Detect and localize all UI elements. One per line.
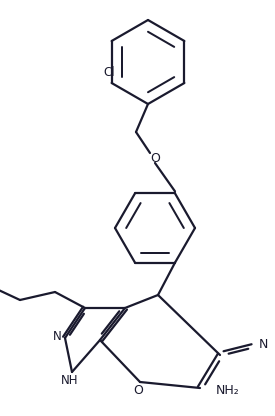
- Text: Cl: Cl: [104, 67, 116, 79]
- Text: N: N: [258, 339, 268, 352]
- Text: N: N: [53, 330, 61, 344]
- Text: O: O: [133, 384, 143, 398]
- Text: O: O: [150, 153, 160, 166]
- Text: NH₂: NH₂: [216, 384, 240, 396]
- Text: NH: NH: [61, 374, 79, 387]
